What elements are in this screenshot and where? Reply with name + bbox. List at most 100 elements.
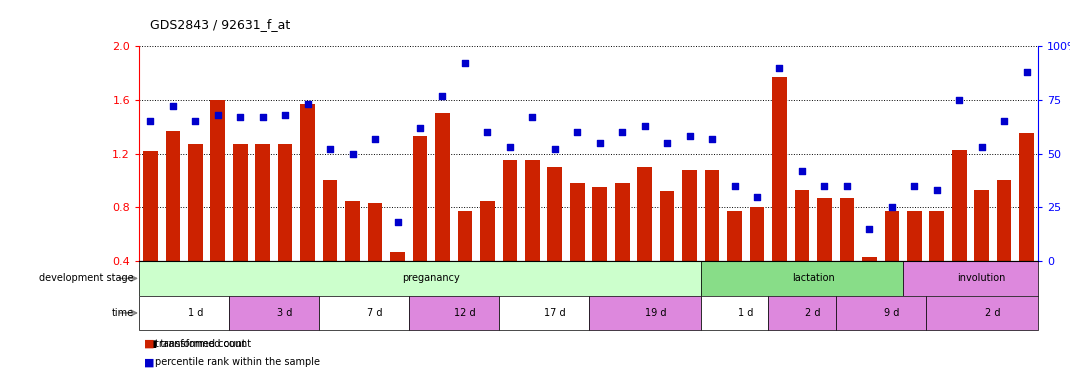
Bar: [323, 180, 337, 261]
Bar: [346, 201, 360, 261]
Bar: [503, 161, 517, 261]
Text: GDS2843 / 92631_f_at: GDS2843 / 92631_f_at: [150, 18, 290, 31]
Point: [276, 112, 293, 118]
Point: [770, 65, 788, 71]
Bar: [278, 144, 292, 261]
Point: [546, 146, 563, 152]
Point: [1019, 69, 1036, 75]
Point: [343, 151, 361, 157]
Bar: [930, 212, 944, 261]
Bar: [907, 212, 921, 261]
Bar: [705, 170, 719, 261]
Point: [636, 122, 653, 129]
Point: [456, 60, 473, 66]
Text: preganancy: preganancy: [402, 273, 460, 283]
Text: 1 d: 1 d: [738, 308, 753, 318]
Point: [748, 194, 765, 200]
Bar: [975, 190, 989, 261]
Point: [613, 129, 630, 135]
Bar: [903, 261, 1038, 296]
Bar: [728, 212, 742, 261]
Text: involution: involution: [958, 273, 1006, 283]
Point: [164, 103, 181, 109]
Bar: [862, 257, 876, 261]
Text: 2 d: 2 d: [985, 308, 1000, 318]
Bar: [413, 136, 427, 261]
Bar: [139, 261, 701, 296]
Text: 1 d: 1 d: [187, 308, 203, 318]
Bar: [229, 296, 319, 330]
Text: time: time: [111, 308, 134, 318]
Point: [366, 136, 383, 142]
Bar: [773, 77, 786, 261]
Bar: [166, 131, 180, 261]
Point: [524, 114, 541, 120]
Point: [478, 129, 495, 135]
Bar: [750, 207, 764, 261]
Point: [186, 118, 203, 124]
Text: 9 d: 9 d: [884, 308, 900, 318]
Bar: [139, 261, 1038, 296]
Bar: [391, 252, 404, 261]
Point: [659, 140, 676, 146]
Text: transformed count: transformed count: [155, 339, 246, 349]
Point: [209, 112, 227, 118]
Bar: [525, 161, 539, 261]
Point: [884, 204, 901, 210]
Bar: [499, 296, 588, 330]
Bar: [435, 113, 449, 261]
Text: percentile rank within the sample: percentile rank within the sample: [155, 358, 320, 367]
Point: [321, 146, 338, 152]
Bar: [660, 191, 674, 261]
Point: [568, 129, 585, 135]
Bar: [301, 104, 315, 261]
Text: 19 d: 19 d: [645, 308, 667, 318]
Text: development stage: development stage: [40, 273, 134, 283]
Bar: [683, 170, 697, 261]
Bar: [701, 296, 768, 330]
Bar: [188, 144, 202, 261]
Bar: [638, 167, 652, 261]
Bar: [997, 180, 1011, 261]
Bar: [256, 144, 270, 261]
Point: [995, 118, 1012, 124]
Point: [704, 136, 721, 142]
Text: ■: ■: [144, 339, 155, 349]
Bar: [139, 296, 229, 330]
Point: [815, 183, 832, 189]
Bar: [1020, 134, 1034, 261]
Bar: [840, 198, 854, 261]
Bar: [615, 183, 629, 261]
Bar: [593, 187, 607, 261]
Point: [682, 133, 699, 139]
Text: 2 d: 2 d: [806, 308, 821, 318]
Text: lactation: lactation: [792, 273, 835, 283]
Bar: [319, 296, 409, 330]
Point: [950, 97, 967, 103]
Point: [300, 101, 317, 107]
Bar: [885, 212, 899, 261]
Point: [254, 114, 271, 120]
Bar: [548, 167, 562, 261]
Bar: [211, 100, 225, 261]
Bar: [368, 204, 382, 261]
Bar: [480, 201, 494, 261]
Point: [411, 125, 428, 131]
Bar: [926, 296, 1038, 330]
Bar: [952, 150, 966, 261]
Point: [501, 144, 518, 150]
Bar: [570, 183, 584, 261]
Bar: [795, 190, 809, 261]
Point: [860, 226, 877, 232]
Point: [231, 114, 248, 120]
Bar: [143, 151, 157, 261]
Bar: [701, 261, 903, 296]
Bar: [588, 296, 701, 330]
Text: 12 d: 12 d: [454, 308, 476, 318]
Bar: [139, 296, 1038, 330]
Point: [974, 144, 991, 150]
Bar: [817, 198, 831, 261]
Point: [727, 183, 744, 189]
Point: [793, 168, 811, 174]
Point: [591, 140, 608, 146]
